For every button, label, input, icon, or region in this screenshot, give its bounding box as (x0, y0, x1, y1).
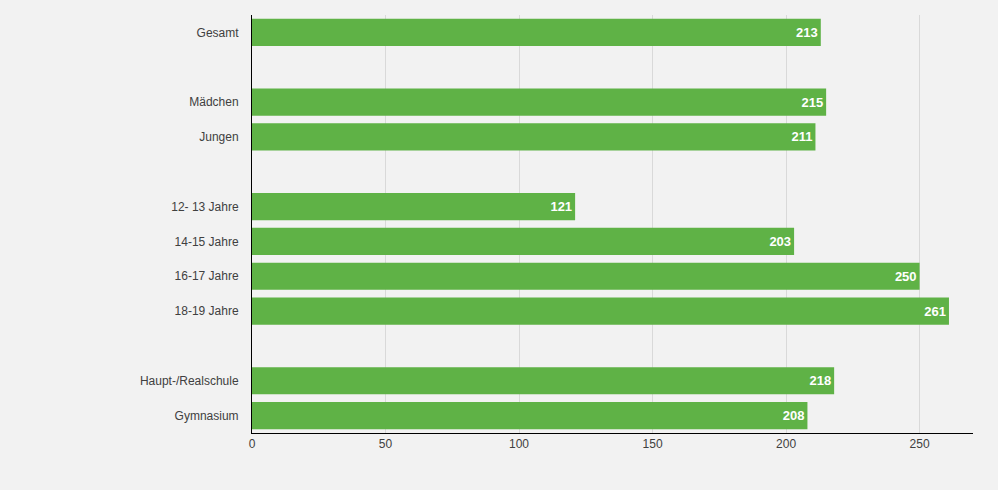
svg-text:0: 0 (249, 437, 256, 451)
svg-text:250: 250 (895, 269, 917, 284)
svg-text:Haupt-/Realschule: Haupt-/Realschule (140, 374, 239, 388)
svg-text:12- 13 Jahre: 12- 13 Jahre (171, 200, 239, 214)
svg-text:121: 121 (550, 199, 572, 214)
svg-text:211: 211 (791, 129, 812, 144)
svg-text:215: 215 (801, 95, 823, 110)
svg-text:18-19 Jahre: 18-19 Jahre (175, 304, 239, 318)
svg-text:16-17 Jahre: 16-17 Jahre (175, 269, 239, 283)
svg-text:200: 200 (776, 437, 796, 451)
svg-text:Gymnasium: Gymnasium (175, 409, 239, 423)
svg-text:218: 218 (809, 373, 831, 388)
svg-text:Jungen: Jungen (199, 130, 238, 144)
svg-text:14-15 Jahre: 14-15 Jahre (175, 235, 239, 249)
svg-text:203: 203 (769, 234, 791, 249)
svg-text:Mädchen: Mädchen (189, 95, 238, 109)
svg-text:208: 208 (783, 408, 805, 423)
svg-text:213: 213 (796, 25, 818, 40)
svg-text:250: 250 (910, 437, 930, 451)
svg-text:Gesamt: Gesamt (197, 26, 240, 40)
svg-text:50: 50 (379, 437, 393, 451)
svg-text:261: 261 (924, 304, 946, 319)
svg-text:150: 150 (643, 437, 663, 451)
svg-text:100: 100 (509, 437, 529, 451)
